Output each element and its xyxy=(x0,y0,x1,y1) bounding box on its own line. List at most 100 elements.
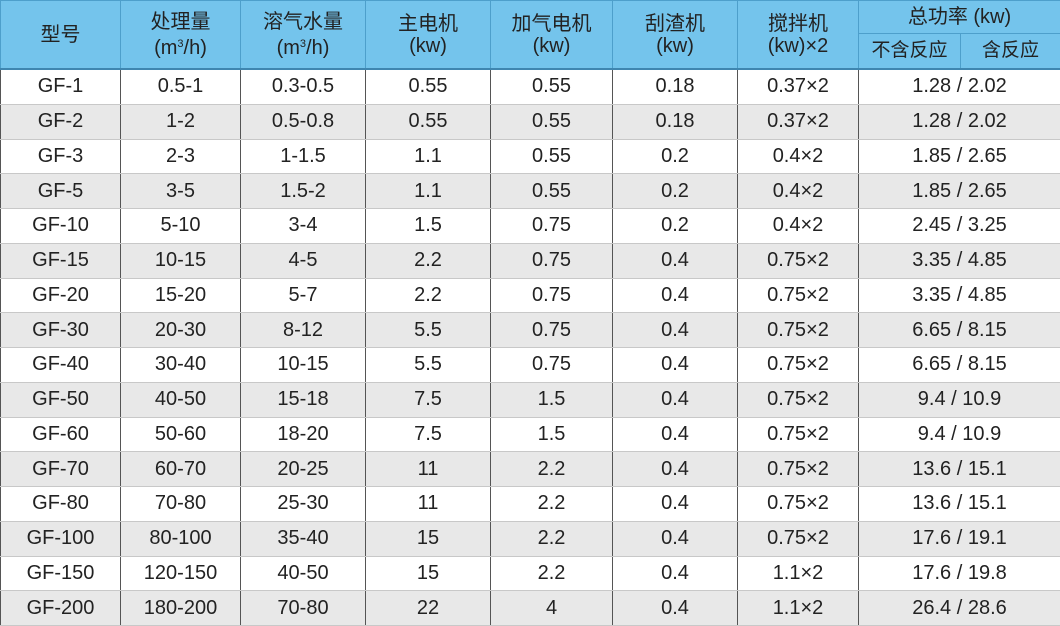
table-cell: 35-40 xyxy=(241,521,366,556)
table-cell: 0.55 xyxy=(491,174,613,209)
table-cell: 0.4 xyxy=(613,243,738,278)
table-cell: 0.18 xyxy=(613,104,738,139)
table-cell: 0.55 xyxy=(491,139,613,174)
table-cell: 1.5 xyxy=(366,209,491,244)
table-cell: GF-100 xyxy=(1,521,121,556)
table-cell: 1-1.5 xyxy=(241,139,366,174)
table-cell: 180-200 xyxy=(121,591,241,626)
header-line1: 加气电机 xyxy=(512,13,592,35)
header-line2: (kw) xyxy=(533,35,571,57)
header-line2-end: /h) xyxy=(306,37,329,59)
table-cell: 10-15 xyxy=(241,348,366,383)
table-cell: 1.85 / 2.65 xyxy=(859,139,1060,174)
table-cell: 25-30 xyxy=(241,487,366,522)
table-cell: 5.5 xyxy=(366,313,491,348)
header-line1: 处理量 xyxy=(151,11,211,33)
table-cell: 0.75 xyxy=(491,243,613,278)
header-line2: (m xyxy=(154,37,177,59)
table-cell: 1.1×2 xyxy=(738,591,859,626)
table-cell: 15-20 xyxy=(121,278,241,313)
table-cell: 0.75 xyxy=(491,313,613,348)
header-line2: (kw) xyxy=(409,35,447,57)
table-cell: GF-1 xyxy=(1,69,121,104)
table-cell: 15 xyxy=(366,556,491,591)
header-line1: 搅拌机 xyxy=(768,13,828,35)
table-cell: 11 xyxy=(366,487,491,522)
header-line1: 溶气水量 xyxy=(263,11,343,33)
column-header: 主电机(kw) xyxy=(366,1,491,70)
table-cell: GF-60 xyxy=(1,417,121,452)
table-cell: 70-80 xyxy=(121,487,241,522)
table-cell: 2.45 / 3.25 xyxy=(859,209,1060,244)
table-cell: 0.37×2 xyxy=(738,104,859,139)
table-cell: 0.4×2 xyxy=(738,209,859,244)
table-cell: GF-80 xyxy=(1,487,121,522)
table-cell: GF-2 xyxy=(1,104,121,139)
table-cell: 8-12 xyxy=(241,313,366,348)
table-header: 型号处理量(m3/h)溶气水量(m3/h)主电机(kw)加气电机(kw)刮渣机(… xyxy=(1,1,1060,70)
table-cell: 0.37×2 xyxy=(738,69,859,104)
table-cell: 13.6 / 15.1 xyxy=(859,452,1060,487)
table-cell: 0.75×2 xyxy=(738,278,859,313)
table-cell: 18-20 xyxy=(241,417,366,452)
table-cell: 0.4 xyxy=(613,591,738,626)
table-cell: 0.4 xyxy=(613,313,738,348)
table-cell: 2.2 xyxy=(366,243,491,278)
table-cell: 10-15 xyxy=(121,243,241,278)
header-line2: (kw)×2 xyxy=(768,35,829,57)
table-cell: 50-60 xyxy=(121,417,241,452)
table-cell: 0.75×2 xyxy=(738,521,859,556)
table-cell: 0.4 xyxy=(613,487,738,522)
table-cell: 0.5-1 xyxy=(121,69,241,104)
table-cell: GF-150 xyxy=(1,556,121,591)
table-cell: 3.35 / 4.85 xyxy=(859,278,1060,313)
table-cell: 0.75×2 xyxy=(738,487,859,522)
table-cell: 1.1×2 xyxy=(738,556,859,591)
table-cell: 0.55 xyxy=(491,69,613,104)
table-cell: 120-150 xyxy=(121,556,241,591)
table-cell: 1.5-2 xyxy=(241,174,366,209)
table-cell: 17.6 / 19.8 xyxy=(859,556,1060,591)
table-cell: 17.6 / 19.1 xyxy=(859,521,1060,556)
table-cell: 3-4 xyxy=(241,209,366,244)
table-cell: 0.18 xyxy=(613,69,738,104)
table-cell: 1.28 / 2.02 xyxy=(859,69,1060,104)
table-cell: 4 xyxy=(491,591,613,626)
table-cell: 0.55 xyxy=(366,104,491,139)
header-without-reaction: 不含反应 xyxy=(859,34,961,70)
table-cell: 0.5-0.8 xyxy=(241,104,366,139)
table-cell: 1.1 xyxy=(366,139,491,174)
table-cell: 26.4 / 28.6 xyxy=(859,591,1060,626)
table-cell: 2.2 xyxy=(491,521,613,556)
table-cell: 0.75×2 xyxy=(738,243,859,278)
table-cell: 7.5 xyxy=(366,382,491,417)
table-cell: 2.2 xyxy=(491,452,613,487)
table-cell: 1.5 xyxy=(491,382,613,417)
header-line1: 型号 xyxy=(41,24,81,46)
table-cell: 6.65 / 8.15 xyxy=(859,313,1060,348)
table-cell: 0.75 xyxy=(491,348,613,383)
table-cell: 0.55 xyxy=(491,104,613,139)
table-cell: 0.4 xyxy=(613,417,738,452)
table-cell: 0.4 xyxy=(613,348,738,383)
table-cell: 40-50 xyxy=(241,556,366,591)
table-cell: 13.6 / 15.1 xyxy=(859,487,1060,522)
table-cell: 80-100 xyxy=(121,521,241,556)
header-total-power: 总功率 (kw) xyxy=(859,1,1060,34)
table-cell: GF-70 xyxy=(1,452,121,487)
table-cell: GF-40 xyxy=(1,348,121,383)
table-cell: 1.85 / 2.65 xyxy=(859,174,1060,209)
table-cell: GF-5 xyxy=(1,174,121,209)
table-cell: 2-3 xyxy=(121,139,241,174)
table-cell: 0.75×2 xyxy=(738,452,859,487)
table-cell: 9.4 / 10.9 xyxy=(859,382,1060,417)
